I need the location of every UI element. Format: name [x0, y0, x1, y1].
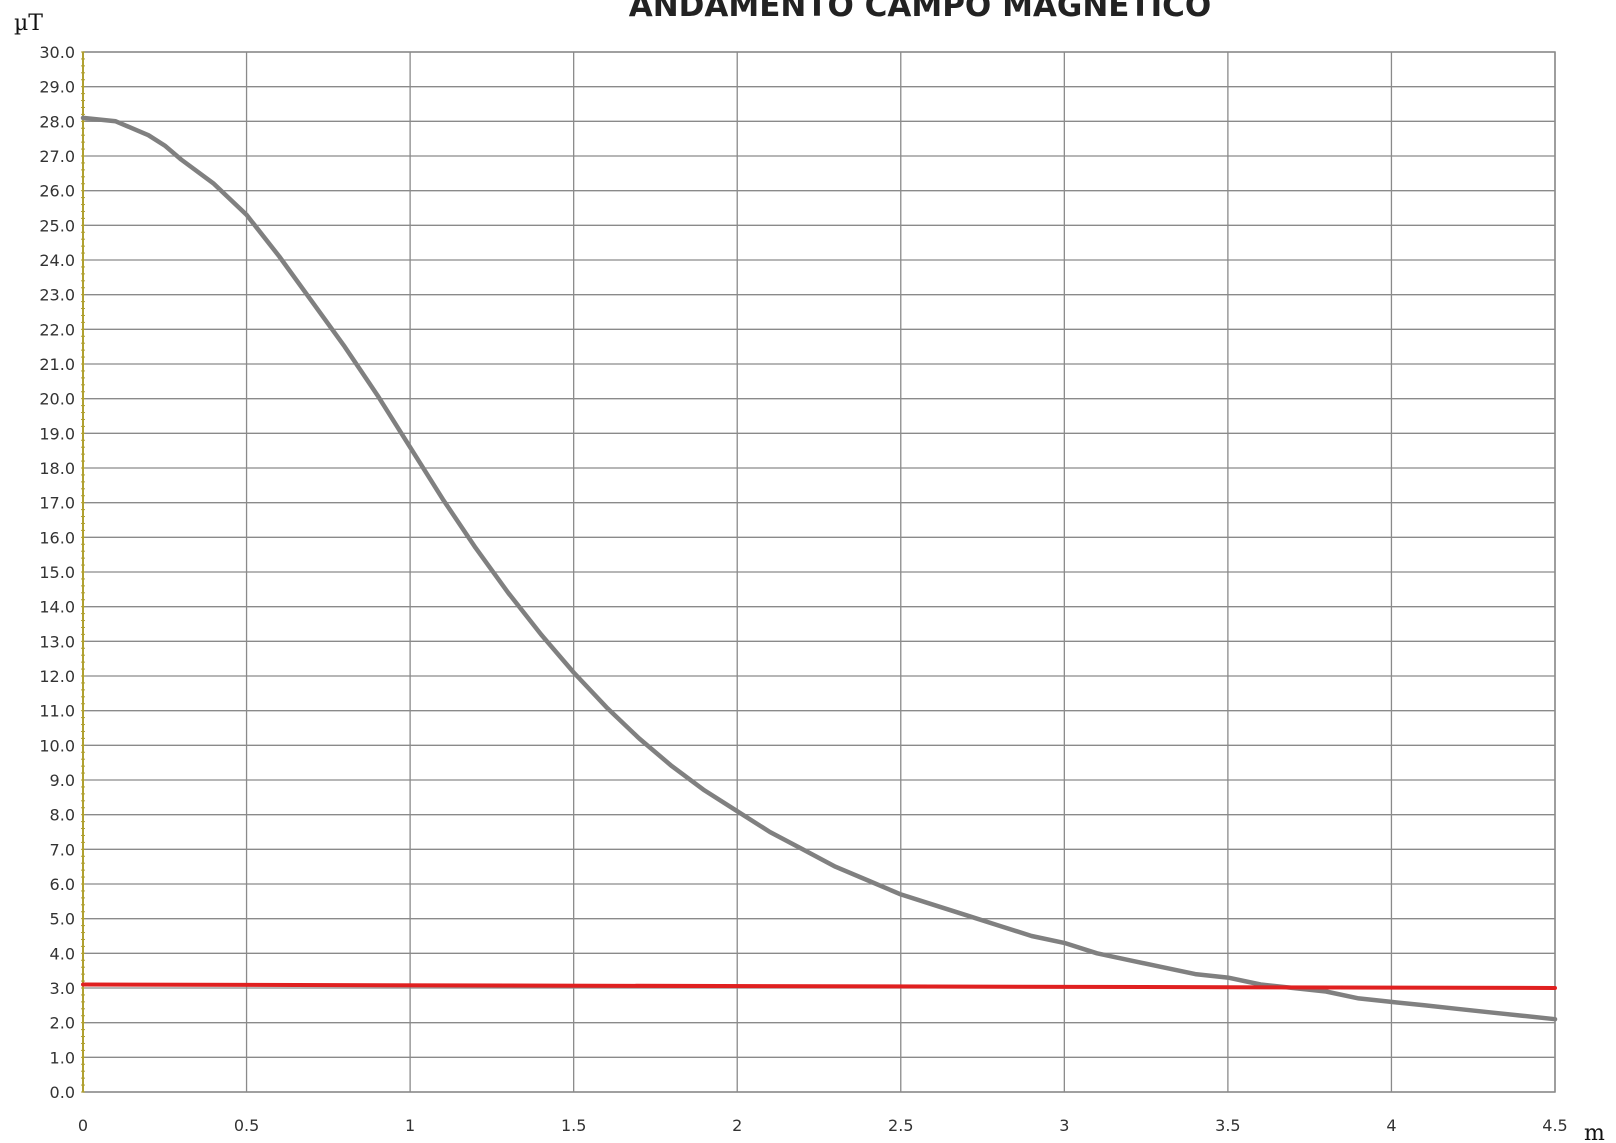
x-tick-label: 0 [78, 1116, 88, 1135]
y-tick-label: 25.0 [39, 216, 75, 235]
y-tick-label: 6.0 [50, 875, 75, 894]
y-tick-label: 24.0 [39, 251, 75, 270]
x-tick-label: 4.5 [1542, 1116, 1567, 1135]
x-tick-label: 4 [1386, 1116, 1396, 1135]
y-tick-label: 0.0 [50, 1083, 75, 1102]
y-tick-label: 27.0 [39, 147, 75, 166]
y-axis-unit-label: µT [14, 11, 43, 36]
x-tick-label: 1.5 [561, 1116, 586, 1135]
y-tick-label: 10.0 [39, 736, 75, 755]
x-tick-label: 3.5 [1215, 1116, 1240, 1135]
x-tick-label: 3 [1059, 1116, 1069, 1135]
x-axis-unit-label: m [1584, 1121, 1605, 1143]
y-tick-label: 8.0 [50, 806, 75, 825]
x-tick-label: 1 [405, 1116, 415, 1135]
y-tick-label: 30.0 [39, 43, 75, 62]
y-tick-label: 12.0 [39, 667, 75, 686]
y-tick-label: 28.0 [39, 112, 75, 131]
y-tick-label: 14.0 [39, 598, 75, 617]
y-tick-label: 26.0 [39, 182, 75, 201]
series-line-limit [81, 982, 1557, 990]
y-tick-label: 18.0 [39, 459, 75, 478]
x-tick-label: 0.5 [234, 1116, 259, 1135]
y-tick-label: 29.0 [39, 78, 75, 97]
y-tick-label: 2.0 [50, 1014, 75, 1033]
x-tick-label: 2.5 [888, 1116, 913, 1135]
y-tick-label: 15.0 [39, 563, 75, 582]
y-tick-label: 11.0 [39, 702, 75, 721]
y-tick-label: 19.0 [39, 424, 75, 443]
y-tick-label: 16.0 [39, 528, 75, 547]
y-tick-label: 1.0 [50, 1048, 75, 1067]
y-tick-label: 21.0 [39, 355, 75, 374]
chart-title: ANDAMENTO CAMPO MAGNETICO [629, 0, 1212, 24]
y-tick-label: 13.0 [39, 632, 75, 651]
y-tick-label: 20.0 [39, 390, 75, 409]
x-tick-label: 2 [732, 1116, 742, 1135]
y-tick-label: 23.0 [39, 286, 75, 305]
y-tick-label: 22.0 [39, 320, 75, 339]
y-tick-label: 4.0 [50, 944, 75, 963]
y-tick-label: 9.0 [50, 771, 75, 790]
plot-area: 0.01.02.03.04.05.06.07.08.09.010.011.012… [39, 43, 1567, 1135]
y-tick-label: 7.0 [50, 840, 75, 859]
y-tick-label: 3.0 [50, 979, 75, 998]
y-tick-label: 17.0 [39, 494, 75, 513]
y-tick-label: 5.0 [50, 910, 75, 929]
